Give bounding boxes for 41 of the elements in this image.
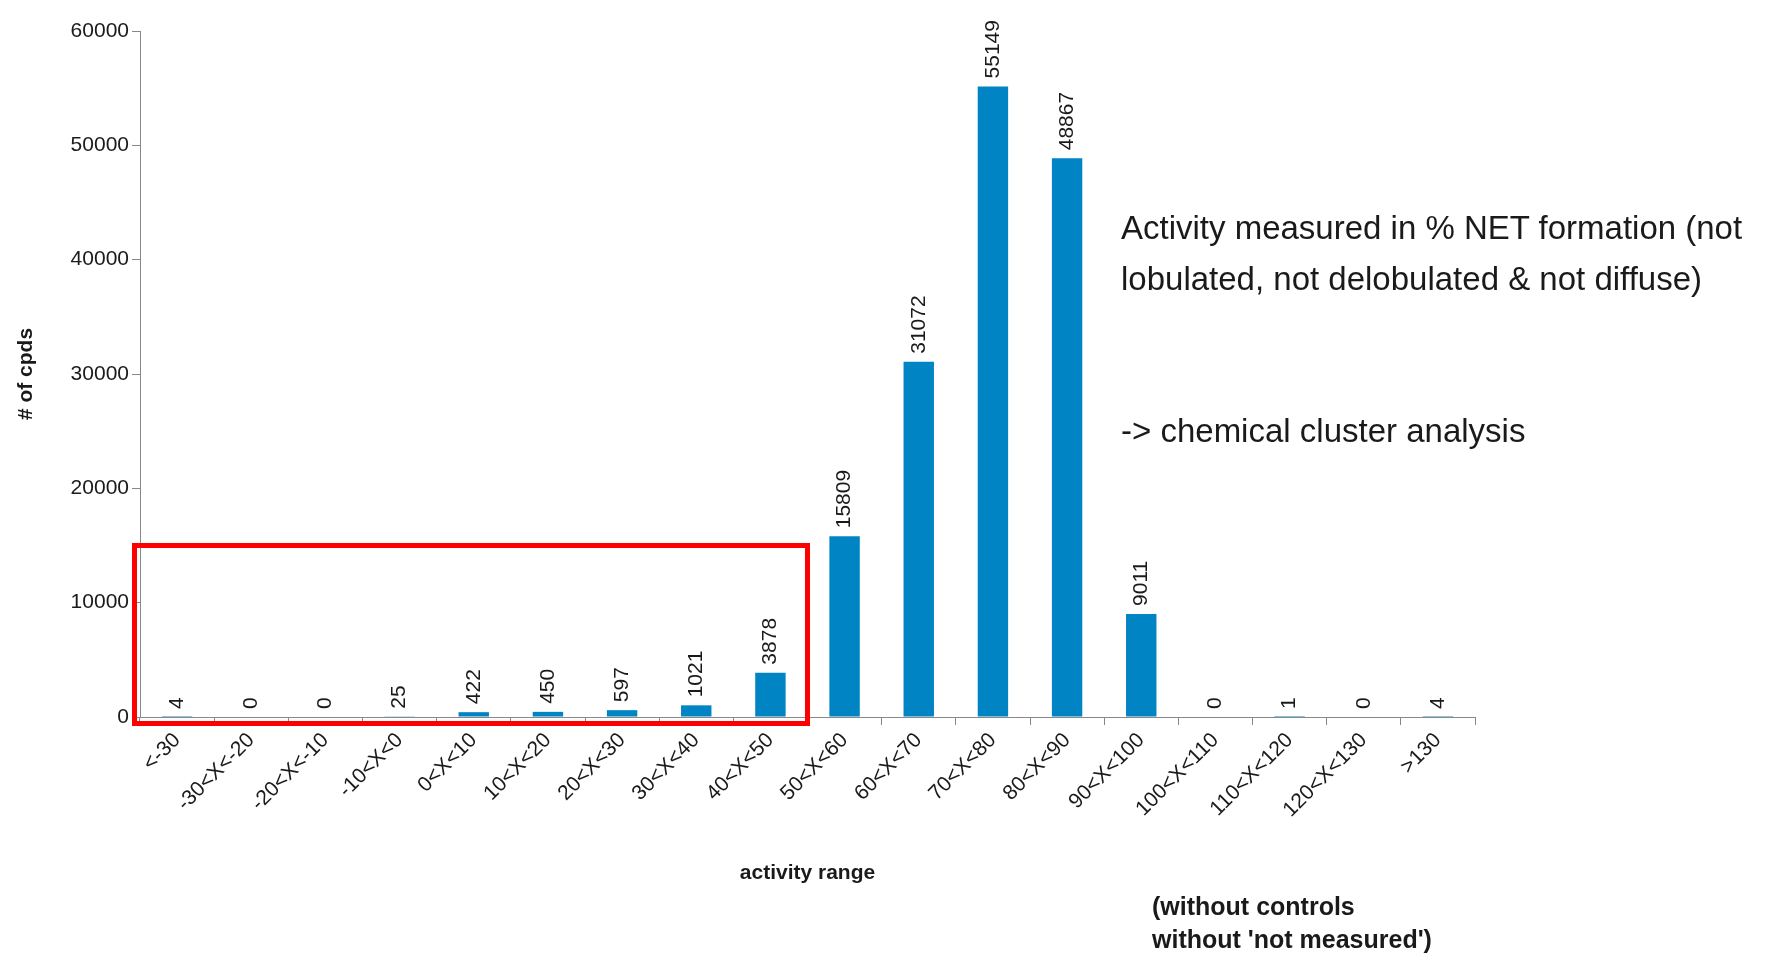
bar — [532, 711, 564, 717]
data-label: 4 — [163, 696, 187, 709]
data-label: 597 — [608, 667, 632, 703]
data-label: 55149 — [979, 20, 1003, 79]
x-tick-label: <-30 — [137, 727, 185, 774]
text: (without controls without 'not measured') — [1152, 891, 1433, 955]
y-tick-label: 20000 — [70, 475, 129, 499]
data-label: 450 — [534, 668, 558, 704]
data-label: 4 — [1424, 696, 1448, 709]
bar — [458, 712, 489, 717]
data-label: 0 — [238, 697, 262, 709]
data-label: 0 — [312, 697, 336, 709]
bar — [829, 536, 860, 717]
data-label: 9011 — [1128, 560, 1152, 606]
data-label: 0 — [1350, 697, 1374, 709]
y-tick-label: 50000 — [70, 132, 129, 156]
data-label: 1021 — [683, 650, 707, 698]
y-tick-label: 10000 — [70, 589, 129, 613]
bar — [681, 705, 712, 717]
bar — [606, 710, 638, 717]
bar — [755, 672, 786, 717]
x-axis-title: activity range — [739, 860, 876, 884]
data-label: 25 — [386, 685, 410, 709]
bar — [1126, 613, 1157, 717]
data-label: 15809 — [831, 469, 855, 529]
y-axis-title: # of cpds — [13, 327, 37, 421]
data-label: 31072 — [905, 295, 929, 354]
data-label: 48867 — [1053, 91, 1077, 151]
y-tick-label: 30000 — [70, 360, 129, 384]
data-label: 1 — [1276, 697, 1300, 709]
data-label: 0 — [1202, 697, 1226, 709]
y-tick-label: 60000 — [70, 17, 129, 41]
bar — [1051, 158, 1083, 717]
y-tick-label: 40000 — [70, 246, 129, 270]
annotation: -> chemical cluster analysis — [1121, 411, 1527, 451]
y-tick-label: 0 — [117, 703, 129, 727]
data-label: 3878 — [757, 617, 781, 665]
annotation: Activity measured in % NET formation (not lobulated, not delobulated & not diffuse) — [1121, 208, 1744, 299]
bar — [903, 361, 934, 717]
bar — [977, 86, 1009, 717]
data-label: 422 — [460, 669, 484, 705]
